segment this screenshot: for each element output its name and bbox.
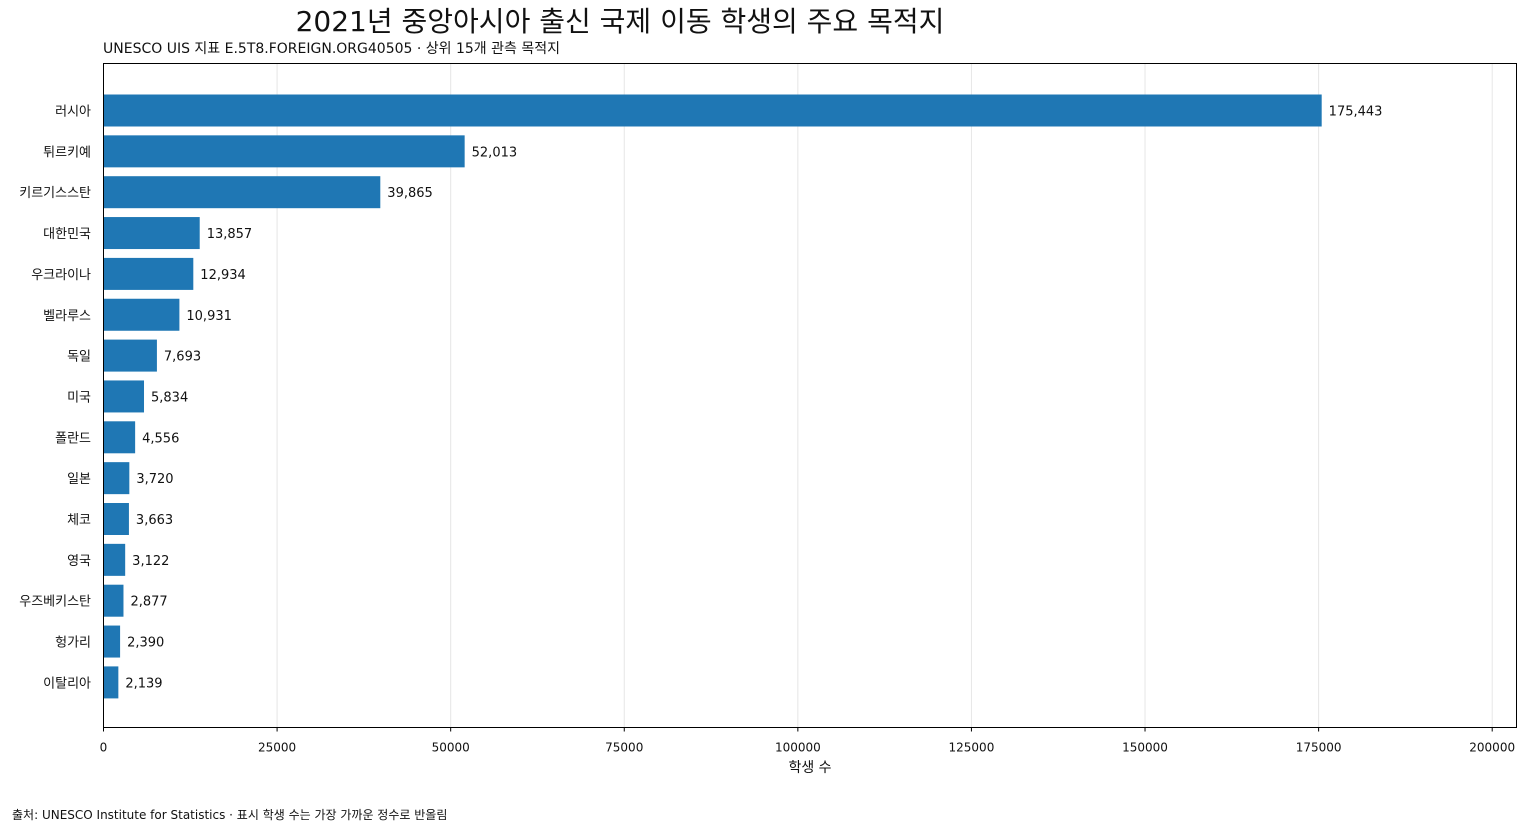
category-label: 체코 (67, 513, 91, 528)
x-tick-label: 125000 (949, 741, 995, 755)
value-label: 3,122 (132, 554, 169, 569)
x-axis-label: 학생 수 (788, 760, 831, 776)
value-label: 10,931 (186, 309, 232, 324)
x-tick-label: 150000 (1122, 741, 1168, 755)
category-label: 튀르키예 (43, 145, 91, 160)
category-label: 이탈리아 (43, 676, 91, 691)
value-label: 2,390 (127, 636, 164, 651)
x-tick-label: 75000 (605, 741, 643, 755)
x-tick-label: 0 (100, 741, 108, 755)
x-tick-label: 25000 (258, 741, 296, 755)
category-label: 키르기스스탄 (19, 186, 91, 201)
category-label: 우크라이나 (31, 268, 91, 283)
category-label: 대한민국 (43, 227, 91, 242)
category-label: 우즈베키스탄 (19, 595, 91, 610)
bar (103, 625, 121, 658)
plot-frame (103, 63, 1517, 728)
x-tick-label: 200000 (1469, 741, 1515, 755)
bar (103, 94, 1322, 127)
bar (103, 421, 136, 454)
bar (103, 503, 129, 535)
bar (103, 298, 180, 331)
chart-subtitle: UNESCO UIS 지표 E.5T8.FOREIGN.ORG40505 · 상… (103, 41, 560, 57)
value-label: 5,834 (151, 390, 188, 405)
category-label: 영국 (67, 554, 91, 569)
category-label: 벨라루스 (43, 309, 91, 324)
chart-title: 2021년 중앙아시아 출신 국제 이동 학생의 주요 목적지 (295, 5, 945, 38)
bars (103, 94, 1322, 699)
bar (103, 176, 381, 209)
bar-value-labels: 175,443 52,013 39,865 13,857 12,934 10,931 7,6… (125, 105, 1382, 692)
x-tick-label: 100000 (775, 741, 821, 755)
bar (103, 462, 130, 495)
value-label: 52,013 (472, 145, 518, 160)
category-label: 독일 (67, 350, 91, 365)
value-label: 7,693 (164, 350, 201, 365)
bar (103, 217, 200, 250)
bar (103, 339, 157, 372)
category-label: 일본 (67, 472, 91, 487)
category-label: 폴란드 (55, 431, 91, 446)
bar (103, 584, 124, 617)
value-label: 2,877 (130, 595, 167, 610)
bar (103, 666, 119, 699)
bar (103, 135, 465, 168)
bar (103, 543, 126, 576)
value-label: 3,663 (136, 513, 173, 528)
value-label: 2,139 (125, 676, 162, 691)
category-label: 러시아 (55, 105, 91, 120)
x-tick-label: 50000 (432, 741, 470, 755)
value-label: 13,857 (207, 227, 253, 242)
value-label: 175,443 (1329, 105, 1383, 120)
value-label: 12,934 (200, 268, 246, 283)
category-label: 미국 (67, 390, 91, 405)
category-label: 헝가리 (55, 636, 91, 651)
source-note: 출처: UNESCO Institute for Statistics · 표시… (12, 808, 448, 822)
bar (103, 257, 194, 290)
value-label: 3,720 (136, 472, 173, 487)
x-tick-label: 175000 (1296, 741, 1342, 755)
bar (103, 380, 145, 413)
value-label: 4,556 (142, 431, 179, 446)
value-label: 39,865 (387, 186, 433, 201)
y-axis-category-labels: 러시아튀르키예키르기스스탄대한민국우크라이나벨라루스독일미국폴란드일본체코영국우… (19, 105, 91, 692)
x-axis-ticks: 0 25000 50000 75000 100000 125000 150000 175000… (100, 727, 1515, 755)
